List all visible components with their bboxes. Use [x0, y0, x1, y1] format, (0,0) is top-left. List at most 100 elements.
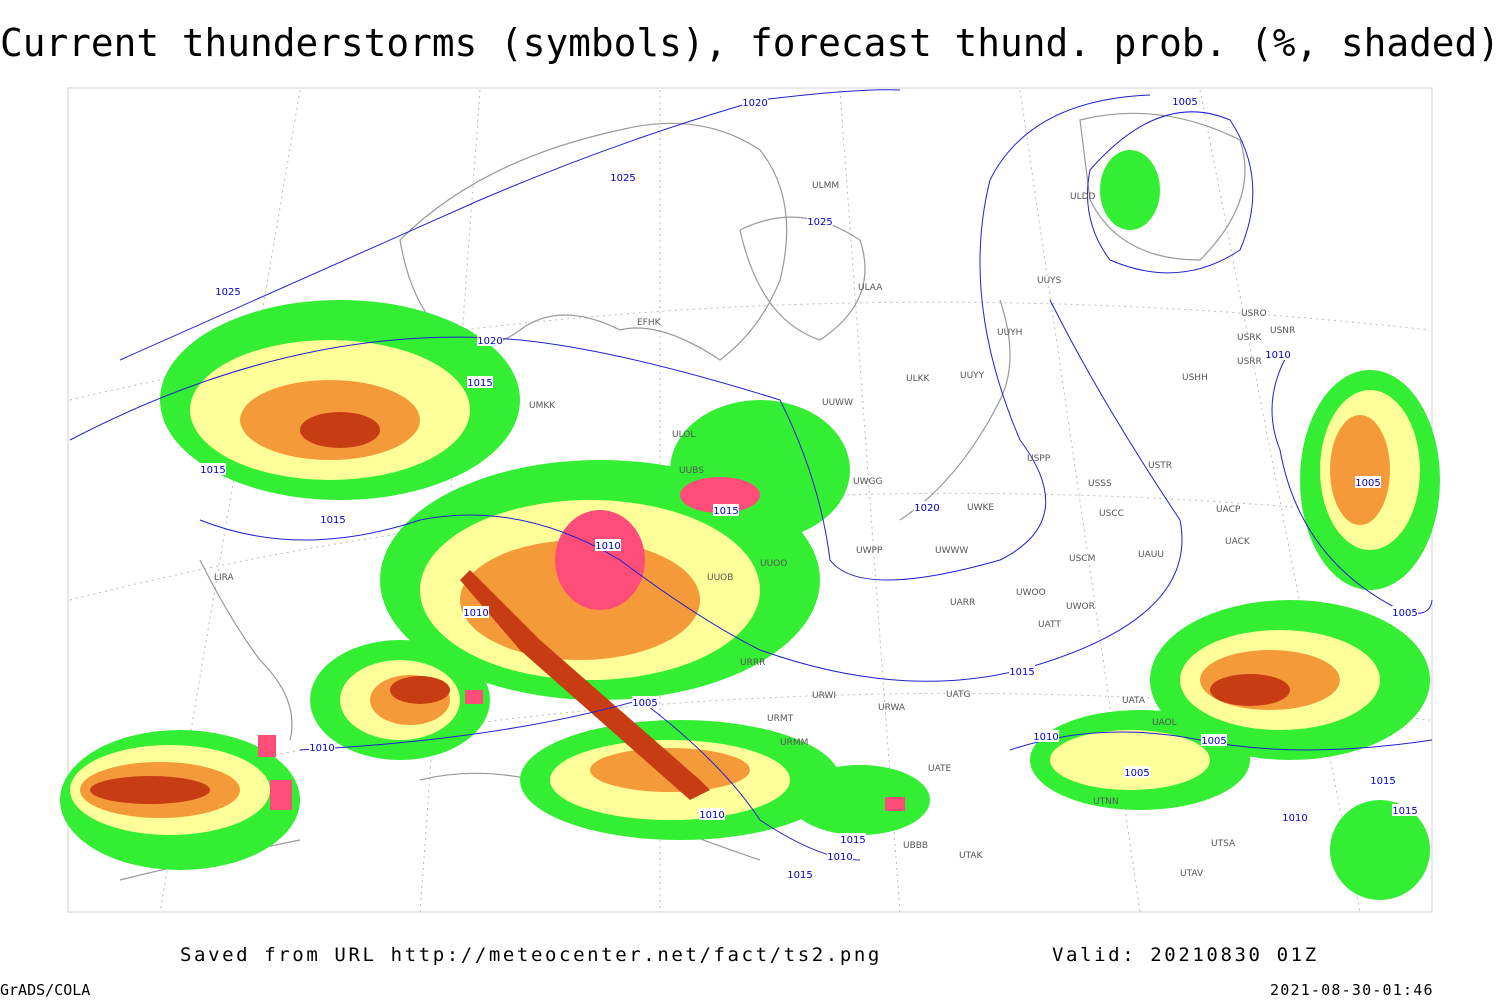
isobar-label-bg — [595, 539, 621, 551]
station-label: USRK — [1237, 333, 1263, 343]
isobar-label-bg — [1172, 95, 1198, 107]
isobar-label-bg — [309, 741, 335, 753]
isobar-label-bg — [477, 334, 503, 346]
station-label: UWKE — [967, 503, 994, 513]
station-label: UARR — [950, 598, 975, 608]
source-text: Saved from URL http://meteocenter.net/fa… — [180, 944, 882, 966]
station-label: UMKK — [529, 401, 556, 411]
station-label: USTR — [1148, 461, 1172, 471]
station-label: UUOO — [760, 559, 787, 569]
station-label: UUOB — [707, 573, 733, 583]
isobar-label: 1015 — [787, 870, 812, 881]
valid-text: Valid: 20210830 01Z — [1052, 944, 1319, 966]
station-label: UTSA — [1211, 839, 1236, 849]
station-label: USSS — [1088, 479, 1112, 489]
isobar-label: 1025 — [807, 217, 832, 228]
isobar-label-bg — [1033, 730, 1059, 742]
timestamp-text: 2021-08-30-01:46 — [1270, 981, 1434, 999]
isobar-label: 1010 — [1033, 732, 1058, 743]
station-label: UATT — [1038, 620, 1061, 630]
station-label: URWA — [878, 703, 906, 713]
station-label: UTAK — [959, 851, 984, 861]
isobar-label: 1020 — [477, 336, 502, 347]
isobar-label: 1015 — [1370, 776, 1395, 787]
station-labels: ULMM ULAA UUYS UUYH ULKK UUYY ULDD USRO USRK USNR… — [214, 181, 1295, 879]
station-label: UATG — [946, 690, 971, 700]
isobar-label: 1015 — [1392, 806, 1417, 817]
isobar-label: 1005 — [1172, 97, 1197, 108]
station-label: UTNN — [1093, 797, 1119, 807]
probability-shading — [60, 150, 1440, 900]
isobar-label-bg — [200, 463, 226, 475]
station-label: UAUU — [1138, 550, 1164, 560]
station-label: USPP — [1027, 454, 1051, 464]
isobar-label: 1005 — [1124, 768, 1149, 779]
isobar-label: 1005 — [1201, 736, 1226, 747]
isobar-label: 1010 — [1265, 350, 1290, 361]
isobar-label-bg — [699, 808, 725, 820]
isobar-label: 1010 — [309, 743, 334, 754]
station-label: URMT — [767, 714, 794, 724]
station-label: UUYH — [997, 328, 1022, 338]
isobar-label-bg — [1201, 734, 1227, 746]
station-label: UUYY — [960, 371, 985, 381]
isobar-label: 1015 — [467, 378, 492, 389]
isobar-label-bg — [1392, 804, 1418, 816]
isobar-label: 1015 — [713, 506, 738, 517]
isobar-label-bg — [787, 868, 813, 880]
isobar-label: 1005 — [1355, 478, 1380, 489]
isobar-label: 1025 — [610, 173, 635, 184]
isobar-label: 1020 — [914, 503, 939, 514]
station-label: URMM — [780, 738, 808, 748]
isobar-label: 1005 — [1392, 608, 1417, 619]
isobar-label-bg — [1282, 811, 1308, 823]
station-label: URWI — [812, 691, 836, 701]
station-label: UBBB — [903, 841, 928, 851]
station-label: UWWW — [935, 546, 968, 556]
station-label: ULAA — [858, 283, 883, 293]
isobar-label-bg — [713, 504, 739, 516]
isobar-label-bg — [1265, 348, 1291, 360]
isobar-labels: 1020 1025 1025 1025 1020 1015 1015 1015 1015 1010… — [200, 95, 1418, 881]
isobar-label: 1015 — [1009, 667, 1034, 678]
isobar-label-bg — [914, 501, 940, 513]
station-label: USRO — [1241, 309, 1267, 319]
isobar-label-bg — [807, 215, 833, 227]
station-label: USCM — [1069, 554, 1095, 564]
isobar-label-bg — [463, 606, 489, 618]
map-area: 1020 1025 1025 1025 1020 1015 1015 1015 1015 1010… — [60, 87, 1440, 913]
station-label: URRR — [740, 658, 765, 668]
isobar-label: 1010 — [463, 608, 488, 619]
station-label: UACK — [1225, 537, 1251, 547]
isobar-label: 1010 — [595, 541, 620, 552]
isobar-label-bg — [467, 376, 493, 388]
station-label: EFHK — [637, 318, 662, 328]
station-label: UWPP — [856, 546, 883, 556]
station-label: USHH — [1182, 373, 1208, 383]
isobar-label-bg — [1370, 774, 1396, 786]
isobar-label-bg — [742, 96, 768, 108]
station-label: UACP — [1216, 505, 1241, 515]
station-label: UUWW — [822, 398, 853, 408]
isobar-label: 1020 — [742, 98, 767, 109]
station-label: UUBS — [679, 466, 704, 476]
station-label: USRR — [1237, 357, 1262, 367]
station-label: UUYS — [1037, 276, 1062, 286]
isobar-label-bg — [840, 833, 866, 845]
isobar-label: 1010 — [1282, 813, 1307, 824]
isobar-label-bg — [1392, 606, 1418, 618]
title: Current thunderstorms (symbols), forecas… — [0, 21, 1500, 65]
station-label: ULOL — [672, 430, 695, 440]
isobar-label-bg — [215, 285, 241, 297]
station-label: UTAV — [1180, 869, 1204, 879]
station-label: UWGG — [853, 477, 882, 487]
station-label: ULMM — [812, 181, 839, 191]
software-text: GrADS/COLA — [0, 981, 90, 999]
isobar-label: 1025 — [215, 287, 240, 298]
isobar-label: 1010 — [827, 852, 852, 863]
station-label: LIRA — [214, 573, 235, 583]
isobar-label-bg — [610, 171, 636, 183]
isobar-label: 1005 — [632, 698, 657, 709]
isobar-label-bg — [320, 513, 346, 525]
